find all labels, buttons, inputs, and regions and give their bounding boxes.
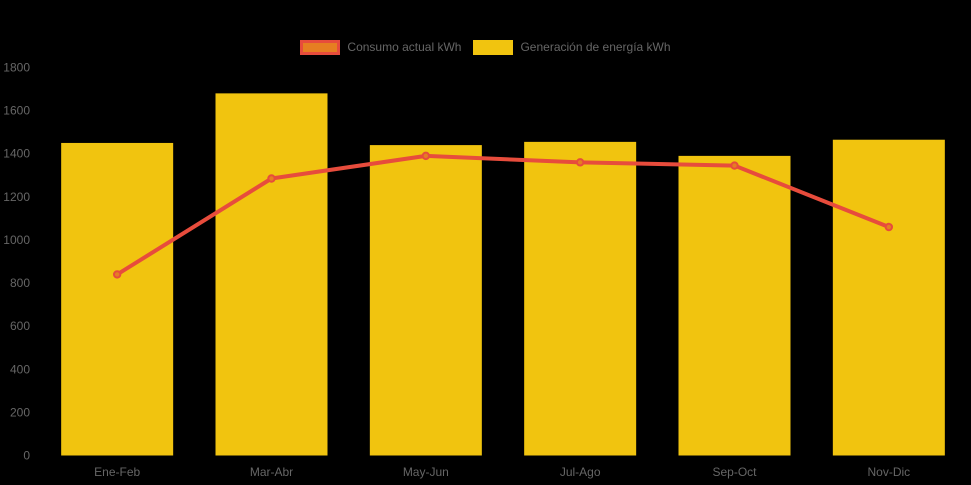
y-axis-tick-label: 1000 bbox=[3, 233, 30, 247]
x-axis-label: May-Jun bbox=[403, 465, 449, 479]
x-axis-label: Mar-Abr bbox=[250, 465, 293, 479]
legend-label-generacion: Generación de energía kWh bbox=[520, 40, 671, 54]
line-point-Nov-Dic[interactable] bbox=[884, 222, 894, 232]
consumo-line bbox=[115, 153, 891, 277]
legend: Consumo actual kWh Generación de energía… bbox=[0, 40, 971, 55]
line-point-Mar-Abr[interactable] bbox=[267, 174, 276, 183]
line-point-Ene-Feb[interactable] bbox=[112, 270, 122, 279]
legend-label-consumo: Consumo actual kWh bbox=[347, 40, 462, 54]
y-axis-tick-label: 400 bbox=[10, 362, 30, 376]
bar-Sep-Oct[interactable] bbox=[678, 155, 791, 456]
legend-item-generacion[interactable]: Generación de energía kWh bbox=[473, 40, 671, 55]
line-point-May-Jun[interactable] bbox=[421, 151, 431, 161]
bar-May-Jun[interactable] bbox=[369, 145, 482, 456]
y-axis-tick-label: 1800 bbox=[3, 61, 30, 75]
y-axis-tick-label: 1200 bbox=[3, 190, 30, 204]
y-axis-tick-label: 1600 bbox=[3, 104, 30, 118]
x-axis-label: Sep-Oct bbox=[712, 465, 757, 479]
x-axis-label: Jul-Ago bbox=[560, 465, 601, 479]
x-axis-label: Ene-Feb bbox=[94, 465, 140, 479]
generacion-bar-swatch-icon bbox=[473, 40, 514, 55]
bar-Nov-Dic[interactable] bbox=[832, 139, 945, 456]
legend-item-consumo[interactable]: Consumo actual kWh bbox=[300, 40, 461, 55]
line-point-Sep-Oct[interactable] bbox=[730, 161, 739, 170]
bar-Mar-Abr[interactable] bbox=[215, 93, 328, 456]
y-axis-tick-label: 200 bbox=[10, 405, 30, 419]
bar-Ene-Feb[interactable] bbox=[61, 142, 174, 456]
line-point-Jul-Ago[interactable] bbox=[575, 158, 585, 167]
bar-Jul-Ago[interactable] bbox=[524, 141, 637, 456]
y-axis-tick-label: 1400 bbox=[3, 147, 30, 161]
x-axis-label: Nov-Dic bbox=[867, 465, 910, 479]
y-axis-tick-label: 800 bbox=[10, 276, 30, 290]
y-axis-tick-label: 0 bbox=[23, 449, 30, 463]
y-axis-tick-label: 600 bbox=[10, 319, 30, 333]
consumo-line-swatch-icon bbox=[300, 40, 341, 55]
